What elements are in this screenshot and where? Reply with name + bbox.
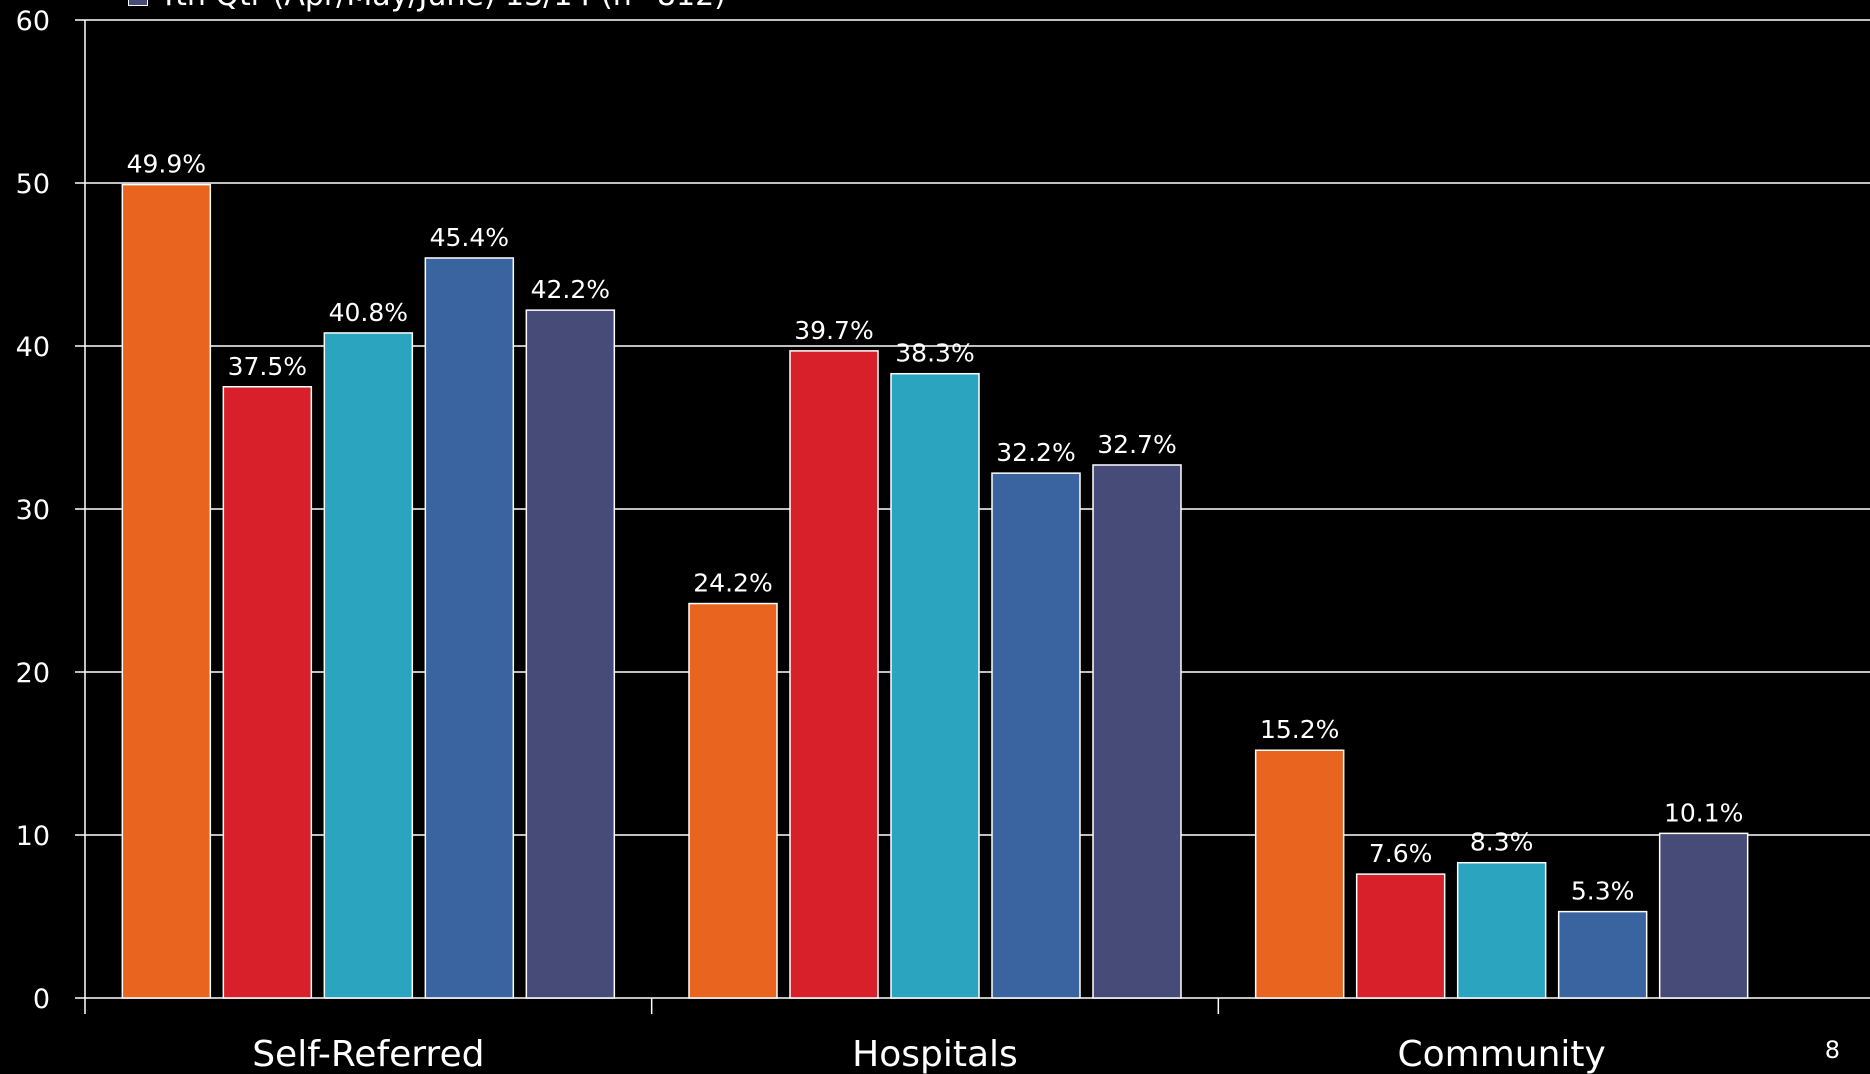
- bar: [1557, 910, 1648, 999]
- data-label: 32.7%: [1097, 430, 1176, 459]
- bar: [525, 309, 616, 999]
- bar: [222, 386, 313, 999]
- data-label: 49.9%: [127, 150, 206, 179]
- bar: [1456, 861, 1547, 999]
- data-label: 32.2%: [996, 438, 1075, 467]
- data-label: 42.2%: [531, 275, 610, 304]
- data-label: 38.3%: [895, 339, 974, 368]
- y-tick-label: 20: [16, 658, 50, 689]
- bar: [890, 372, 980, 999]
- data-label: 24.2%: [693, 569, 772, 598]
- bar: [789, 350, 879, 999]
- chart-legend: 4th Qtr (Apr/May/June) 13/14 (n=812): [128, 0, 726, 13]
- x-category-label: Hospitals: [852, 1034, 1018, 1074]
- y-tick-label: 0: [33, 984, 50, 1015]
- data-label: 10.1%: [1664, 798, 1743, 827]
- data-label: 8.3%: [1470, 828, 1534, 857]
- bar: [323, 332, 414, 999]
- y-tick-label: 50: [16, 169, 50, 200]
- x-category-label: Community: [1397, 1034, 1605, 1074]
- data-label: 7.6%: [1369, 839, 1433, 868]
- bar: [1355, 873, 1446, 999]
- y-tick-label: 30: [16, 495, 50, 526]
- bar: [1092, 464, 1182, 999]
- legend-entry-label: 4th Qtr (Apr/May/June) 13/14 (n=812): [156, 0, 726, 13]
- bar: [1254, 749, 1345, 999]
- data-label: 39.7%: [794, 316, 873, 345]
- data-label: 37.5%: [228, 352, 307, 381]
- bar: [121, 183, 212, 999]
- bar: [424, 257, 515, 999]
- data-label: 40.8%: [329, 298, 408, 327]
- data-label: 5.3%: [1571, 877, 1635, 906]
- y-tick-label: 10: [16, 821, 50, 852]
- x-category-label: Self-Referred: [252, 1034, 484, 1074]
- y-tick-label: 40: [16, 332, 50, 363]
- bar: [991, 472, 1081, 999]
- bar: [688, 602, 778, 999]
- bar: [1658, 832, 1749, 999]
- data-label: 15.2%: [1260, 715, 1339, 744]
- page-number: 8: [1824, 1036, 1840, 1064]
- data-label: 45.4%: [430, 223, 509, 252]
- legend-swatch: [128, 0, 148, 6]
- y-tick-label: 60: [16, 6, 50, 37]
